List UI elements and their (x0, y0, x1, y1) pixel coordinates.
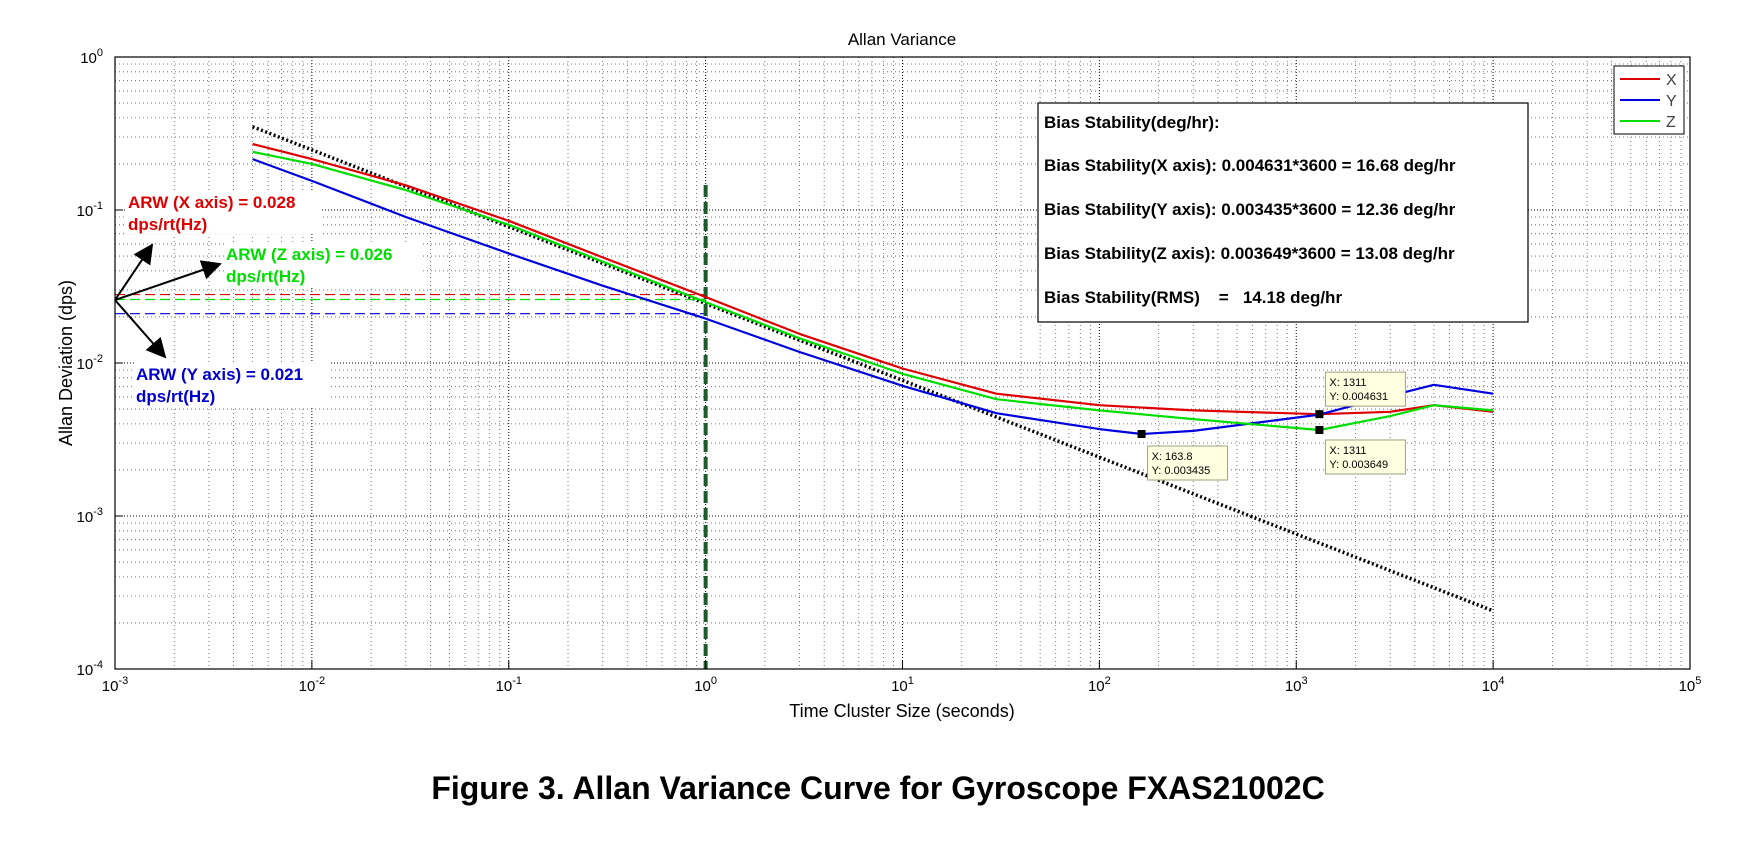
datatip-marker (1315, 425, 1324, 434)
arw-y-label-line1: ARW (Y axis) = 0.021 (136, 365, 303, 384)
arw-z-arrow (114, 260, 222, 301)
figure-caption: Figure 3. Allan Variance Curve for Gyros… (431, 770, 1325, 806)
bias-line-2: Bias Stability(Y axis): 0.003435*3600 = … (1044, 200, 1456, 219)
datatip-marker (1315, 410, 1324, 419)
legend-label-x: X (1666, 72, 1677, 89)
datatip-y-text: Y: 0.004631 (1329, 391, 1388, 403)
datatip-y-text: Y: 0.003435 (1152, 465, 1211, 477)
y-tick-label: 10-2 (77, 353, 103, 373)
datatip-box (1324, 439, 1406, 475)
x-tick-label: 10-1 (496, 675, 522, 695)
bias-stability-box: Bias Stability(deg/hr): Bias Stability(X… (1037, 102, 1529, 323)
datatip-y-text: Y: 0.003649 (1329, 459, 1388, 471)
arw-y-arrow (114, 299, 167, 359)
datatip-x-text: X: 1311 (1329, 377, 1366, 389)
arw-x-arrow (114, 243, 154, 301)
x-tick-label: 101 (891, 675, 914, 695)
legend-label-z: Z (1666, 114, 1676, 131)
datatips: X: 1311 Y: 0.004631 X: 163.8 Y: 0.003435 X: … (1137, 371, 1406, 481)
y-tick-label: 100 (80, 47, 103, 67)
x-tick-label: 10-2 (299, 675, 325, 695)
x-tick-label: 102 (1088, 675, 1111, 695)
arw-y-label-bg (134, 362, 330, 406)
x-axis-label: Time Cluster Size (seconds) (789, 701, 1014, 721)
y-tick-label: 10-1 (77, 200, 103, 220)
arw-z-label-line2: dps/rt(Hz) (226, 267, 305, 286)
x-tick-label: 105 (1679, 675, 1702, 695)
bias-line-4: Bias Stability(RMS) = 14.18 deg/hr (1044, 288, 1342, 307)
y-axis-label: Allan Deviation (dps) (56, 280, 76, 446)
arw-z-label-bg (224, 243, 420, 287)
arw-x-label-line1: ARW (X axis) = 0.028 (128, 193, 295, 212)
datatip-x-text: X: 1311 (1329, 445, 1366, 457)
bias-line-1: Bias Stability(X axis): 0.004631*3600 = … (1044, 156, 1456, 175)
y-tick-label: 10-3 (77, 506, 103, 526)
arw-x-label-line2: dps/rt(Hz) (128, 215, 207, 234)
datatip-x-text: X: 163.8 (1152, 451, 1193, 463)
x-tick-label: 104 (1482, 675, 1505, 695)
arw-y-label-line2: dps/rt(Hz) (136, 387, 215, 406)
legend-label-y: Y (1666, 93, 1677, 110)
bias-line-0: Bias Stability(deg/hr): (1044, 113, 1220, 132)
axis-ticks: 10-3 10-2 10-1 100 101 102 103 104 105 100 10-1 10-… (77, 47, 1702, 695)
datatip-box (1324, 371, 1406, 407)
arw-x-label-bg (126, 190, 320, 234)
datatip-marker (1137, 430, 1146, 439)
y-tick-label: 10-4 (77, 659, 103, 679)
legend: X Y Z (1613, 65, 1685, 135)
series-line-x (252, 142, 1494, 416)
bias-line-3: Bias Stability(Z axis): 0.003649*3600 = … (1044, 244, 1455, 263)
datatip-box (1147, 445, 1229, 481)
x-tick-label: 10-3 (102, 675, 128, 695)
x-tick-label: 103 (1285, 675, 1308, 695)
arw-z-label-line1: ARW (Z axis) = 0.026 (226, 245, 392, 264)
chart-title: Allan Variance (848, 30, 956, 49)
x-tick-label: 100 (694, 675, 717, 695)
series-line-z (252, 150, 1494, 432)
